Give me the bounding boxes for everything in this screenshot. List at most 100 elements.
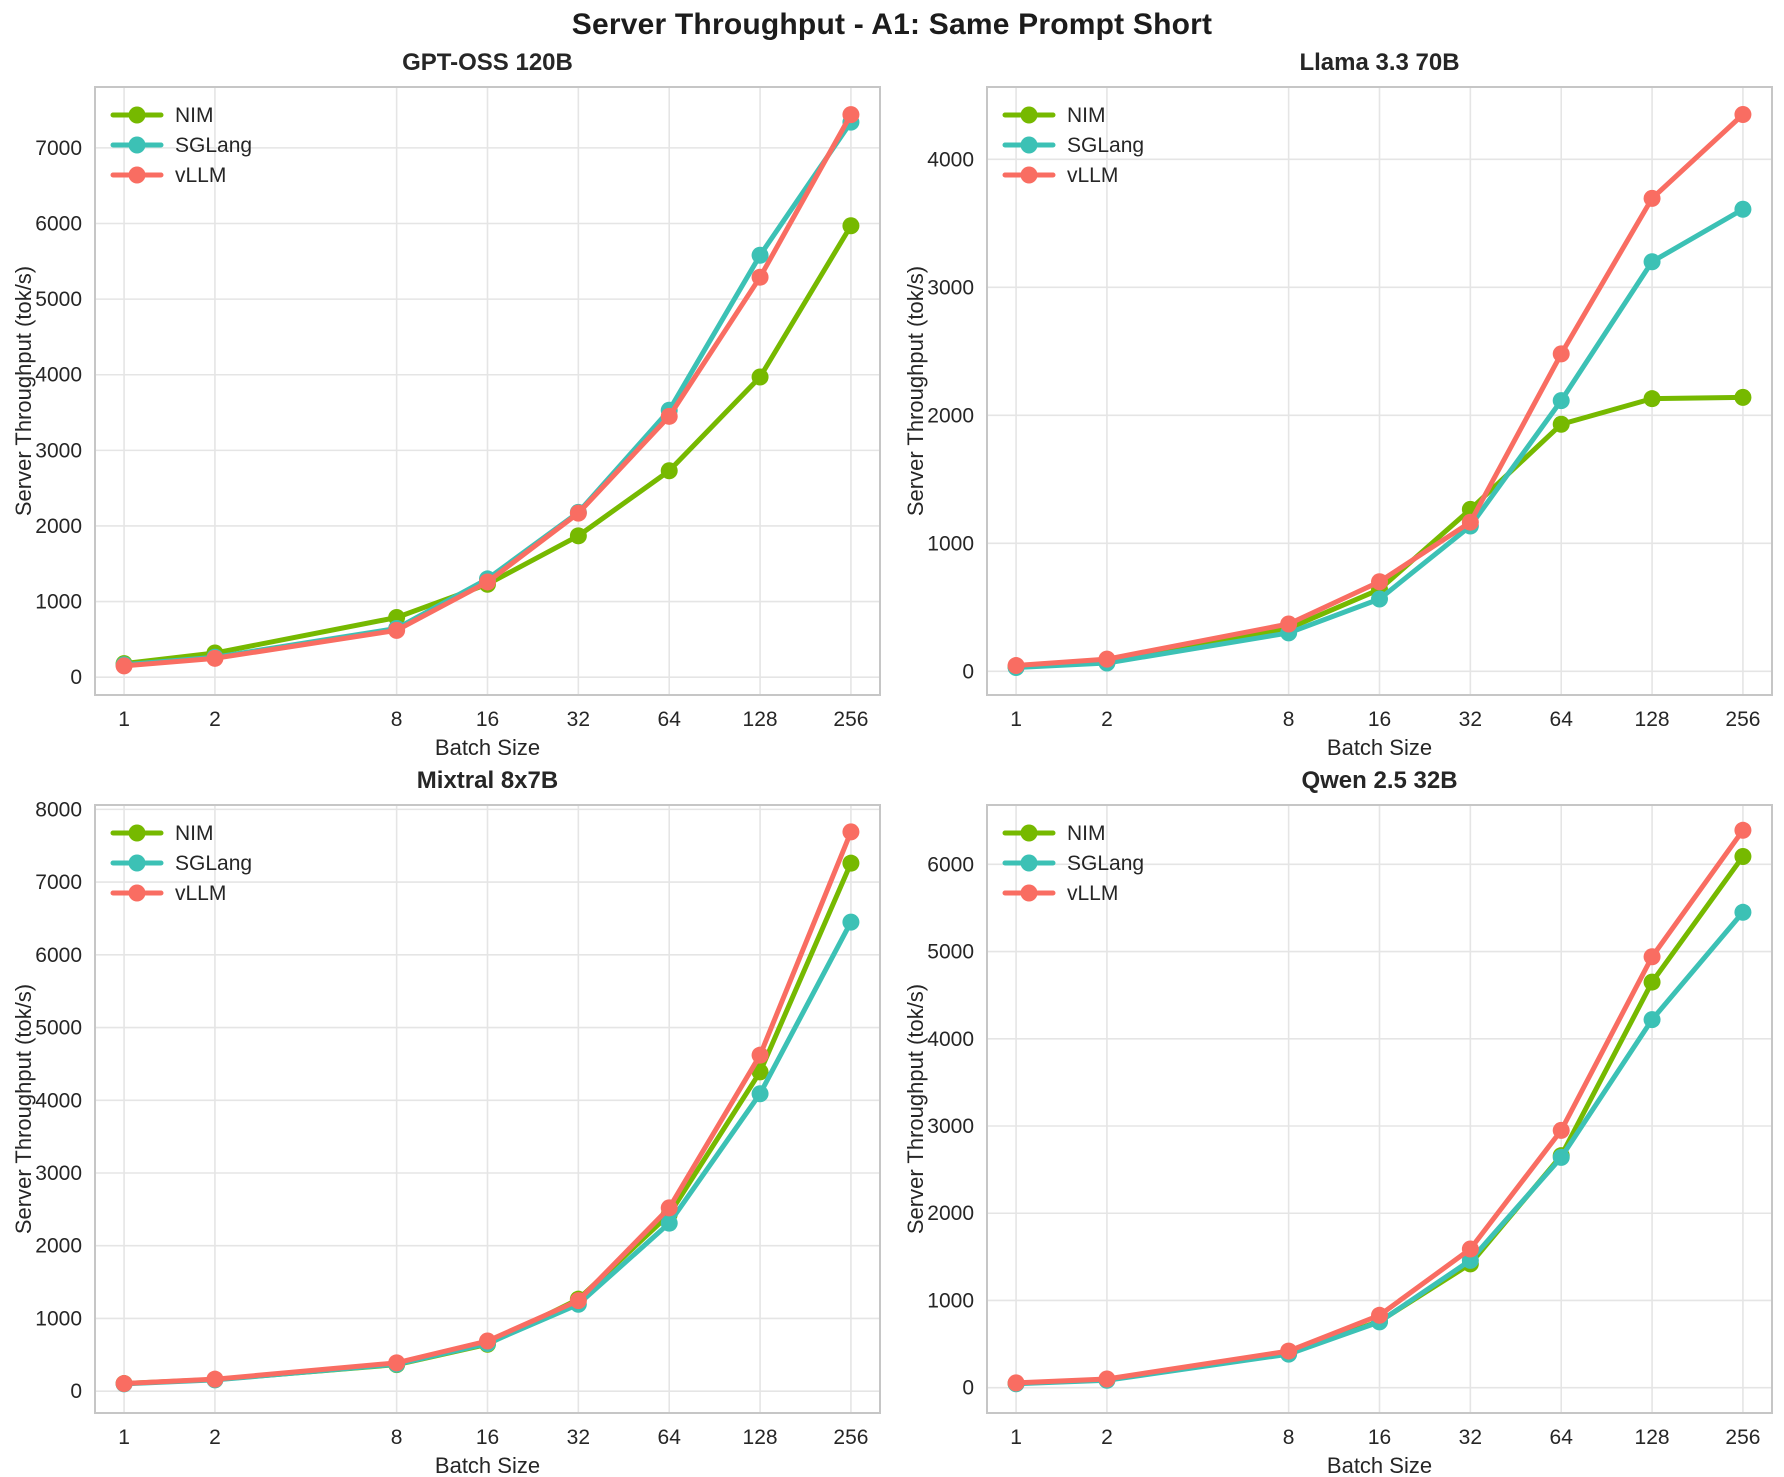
legend-marker bbox=[128, 136, 146, 154]
x-tick-label: 1 bbox=[118, 708, 130, 731]
data-point bbox=[1280, 615, 1298, 633]
x-tick-label: 8 bbox=[1283, 1426, 1295, 1449]
data-point bbox=[1552, 1121, 1570, 1139]
legend: NIM SGLang vLLM bbox=[110, 104, 252, 187]
series-vllm bbox=[115, 106, 860, 675]
subplot-title: GPT-OSS 120B bbox=[402, 49, 573, 76]
data-point bbox=[751, 246, 769, 264]
subplot-mixtral-8x7b: Mixtral 8x7B 0 1000 2000 3000 4000 5000 6000 700… bbox=[0, 760, 892, 1477]
data-point bbox=[1552, 415, 1570, 433]
y-tick-label: 8000 bbox=[35, 798, 82, 821]
data-point bbox=[206, 1370, 224, 1388]
data-point bbox=[569, 504, 587, 522]
gridlines bbox=[95, 805, 880, 1413]
data-point bbox=[1643, 948, 1661, 966]
data-point bbox=[1734, 106, 1752, 124]
data-point bbox=[751, 368, 769, 386]
data-point bbox=[115, 657, 133, 675]
x-tick-label: 128 bbox=[1635, 1426, 1670, 1449]
plot-border bbox=[94, 804, 881, 1414]
legend-label: vLLM bbox=[1067, 882, 1118, 905]
x-tick-label: 256 bbox=[1725, 1426, 1760, 1449]
data-point bbox=[660, 462, 678, 480]
data-point bbox=[1734, 821, 1752, 839]
y-axis-label: Server Throughput (tok/s) bbox=[903, 266, 928, 516]
data-point bbox=[1098, 650, 1116, 668]
x-tick-label: 2 bbox=[209, 1426, 221, 1449]
subplot-title: Qwen 2.5 32B bbox=[1301, 767, 1457, 794]
legend-label: NIM bbox=[175, 822, 214, 845]
legend-marker bbox=[1020, 854, 1038, 872]
x-axis-label: Batch Size bbox=[1327, 1453, 1432, 1477]
data-point bbox=[388, 621, 406, 639]
x-tick-label: 2 bbox=[1101, 708, 1113, 731]
data-point bbox=[1552, 345, 1570, 363]
legend-marker bbox=[1020, 136, 1038, 154]
legend-marker bbox=[128, 824, 146, 842]
x-tick-label: 128 bbox=[743, 1426, 778, 1449]
y-tick-label: 1000 bbox=[35, 1307, 82, 1330]
subplot-grid: GPT-OSS 120B 0 1000 2000 3000 4000 5000 6000 700… bbox=[0, 42, 1784, 1477]
data-point bbox=[1098, 1370, 1116, 1388]
legend-marker bbox=[128, 854, 146, 872]
data-point bbox=[388, 1354, 406, 1372]
data-point bbox=[479, 1332, 496, 1350]
y-tick-label: 3000 bbox=[35, 439, 82, 462]
series-line bbox=[1013, 112, 1746, 669]
legend-label: NIM bbox=[1067, 822, 1106, 845]
legend-label: SGLang bbox=[1067, 852, 1144, 875]
subplot-llama-3-3-70b: Llama 3.3 70B 0 1000 2000 3000 4000 1 2 8 16 32 64 1… bbox=[892, 42, 1784, 760]
y-axis-label: Server Throughput (tok/s) bbox=[903, 984, 928, 1234]
x-tick-label: 128 bbox=[743, 708, 778, 731]
x-tick-label: 32 bbox=[567, 1426, 590, 1449]
x-tick-label: 16 bbox=[476, 1426, 499, 1449]
x-tick-label: 1 bbox=[1010, 708, 1022, 731]
x-tick-label: 2 bbox=[1101, 1426, 1113, 1449]
data-point bbox=[1371, 590, 1388, 608]
data-point bbox=[1643, 189, 1661, 207]
y-tick-label: 2000 bbox=[35, 1235, 82, 1258]
data-point bbox=[1734, 847, 1752, 865]
x-tick-label: 64 bbox=[1550, 708, 1574, 731]
y-tick-label: 5000 bbox=[35, 1017, 82, 1040]
legend-label: NIM bbox=[175, 104, 214, 127]
x-tick-label: 32 bbox=[1459, 708, 1482, 731]
data-point bbox=[1280, 1342, 1298, 1360]
y-tick-label: 4000 bbox=[927, 1028, 974, 1051]
y-tick-label: 0 bbox=[70, 1380, 82, 1403]
y-tick-label: 3000 bbox=[927, 1115, 974, 1138]
chart-gpt-oss-120b: GPT-OSS 120B 0 1000 2000 3000 4000 5000 6000 700… bbox=[11, 49, 881, 760]
data-point bbox=[842, 913, 860, 931]
y-tick-label: 6000 bbox=[35, 212, 82, 235]
y-tick-label: 4000 bbox=[35, 364, 82, 387]
plot-border bbox=[986, 86, 1773, 696]
x-tick-label: 16 bbox=[1368, 1426, 1391, 1449]
x-tick-label: 32 bbox=[567, 708, 590, 731]
figure-title: Server Throughput - A1: Same Prompt Shor… bbox=[571, 8, 1213, 41]
legend-label: SGLang bbox=[175, 134, 252, 157]
data-point bbox=[660, 1199, 678, 1217]
data-point bbox=[1643, 390, 1661, 408]
legend-label: vLLM bbox=[1067, 164, 1118, 187]
y-tick-label: 3000 bbox=[35, 1162, 82, 1185]
x-tick-label: 1 bbox=[118, 1426, 130, 1449]
x-tick-label: 16 bbox=[1368, 708, 1391, 731]
y-tick-label: 6000 bbox=[35, 944, 82, 967]
y-tick-label: 2000 bbox=[927, 1202, 974, 1225]
data-point bbox=[1643, 1011, 1661, 1029]
legend-marker bbox=[128, 884, 146, 902]
x-tick-label: 1 bbox=[1010, 1426, 1022, 1449]
y-tick-label: 3000 bbox=[927, 276, 974, 299]
series-line bbox=[121, 829, 854, 1387]
series-line bbox=[1013, 827, 1746, 1386]
data-point bbox=[1552, 1148, 1570, 1166]
data-point bbox=[569, 1292, 587, 1310]
x-tick-label: 2 bbox=[209, 708, 221, 731]
series-line bbox=[121, 112, 854, 669]
x-axis-label: Batch Size bbox=[1327, 735, 1432, 760]
series-line bbox=[1013, 206, 1746, 670]
y-tick-label: 0 bbox=[962, 1377, 974, 1400]
x-tick-label: 256 bbox=[833, 708, 868, 731]
